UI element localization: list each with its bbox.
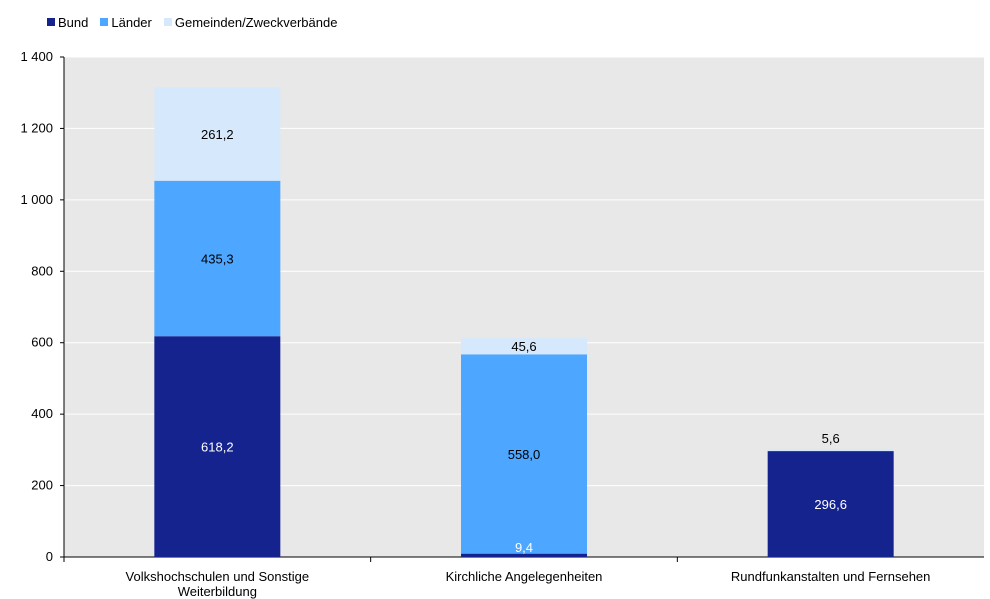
bar-segment [154,180,281,337]
y-tick-label: 800 [31,263,53,278]
x-category-label: Weiterbildung [178,584,257,599]
bar-segment [767,451,894,557]
data-label: 9,4 [515,540,533,555]
y-tick-label: 1 400 [20,49,53,64]
legend-item-bund: Bund [47,15,88,30]
data-label: 296,6 [814,497,847,512]
x-category-label: Kirchliche Angelegenheiten [446,569,603,584]
x-category-label: Volkshochschulen und Sonstige [126,569,310,584]
bar-segment [461,553,587,557]
data-label: 5,6 [822,431,840,446]
data-label: 435,3 [201,251,234,266]
y-tick-label: 1 000 [20,192,53,207]
bar-segment [461,354,587,554]
legend-swatch-gemeinden [163,18,172,26]
legend-item-laender: Länder [100,14,152,30]
data-label: 261,2 [201,127,234,142]
legend-label-laender: Länder [111,14,152,30]
y-tick-label: 400 [31,406,53,421]
legend-swatch-bund [47,18,55,26]
data-label: 558,0 [508,447,541,462]
x-category-label: Rundfunkanstalten und Fernsehen [731,569,930,584]
legend-swatch-laender [100,18,109,26]
bar-segment [767,449,894,452]
bar-segment [154,336,281,557]
legend-label-bund: Bund [58,14,89,30]
bar-segment [154,87,281,181]
legend-item-gemeinden: Gemeinden/Zweckverbände [163,14,338,30]
data-label: 45,6 [511,339,536,354]
bar-segment [461,338,587,355]
y-tick-label: 200 [31,478,53,493]
data-label: 618,2 [201,440,234,455]
chart-legend: Bund Länder Gemeinden/Zweckverbände [47,14,337,30]
y-tick-label: 1 200 [20,120,53,135]
y-tick-label: 0 [46,549,53,564]
y-tick-label: 600 [31,335,53,350]
legend-label-gemeinden: Gemeinden/Zweckverbände [174,14,338,30]
